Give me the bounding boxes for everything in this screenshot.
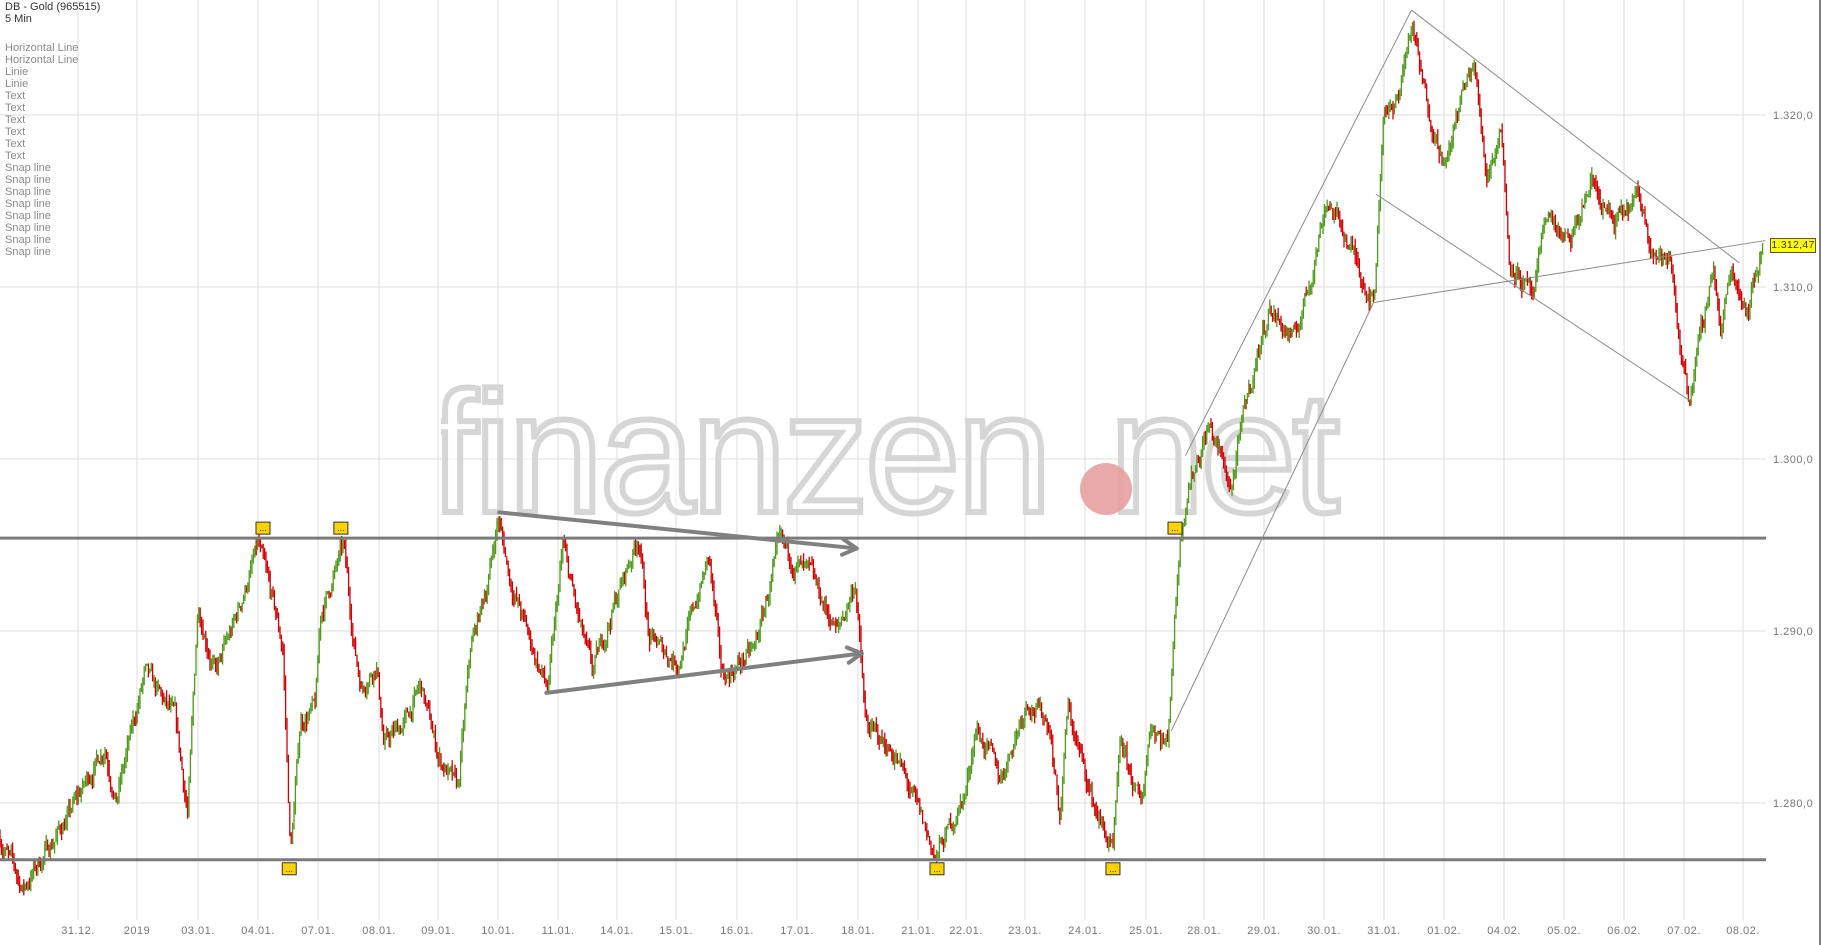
last-price-badge: 1.312,47	[1770, 238, 1816, 253]
x-tick-label: 07.01.	[301, 925, 335, 937]
x-tick-label: 06.02.	[1607, 925, 1641, 937]
x-tick-label: 18.01.	[841, 925, 875, 937]
finanzen-net-logo-image	[441, 372, 1341, 552]
arrow-head-icon	[844, 645, 864, 665]
drawing-list-item[interactable]: Snap line	[5, 162, 51, 174]
drawing-list-item[interactable]: Text	[5, 150, 26, 162]
x-tick-label: 14.01.	[600, 925, 634, 937]
instrument-title: DB - Gold (965515)	[5, 1, 101, 13]
x-tick-label: 03.01.	[181, 925, 215, 937]
x-tick-label: 31.12.	[61, 925, 95, 937]
text-marker[interactable]: ...	[281, 862, 297, 876]
y-tick-label: 1.320,0	[1773, 110, 1813, 122]
drawing-list: Horizontal Line Horizontal Line Linie Linie…	[5, 42, 100, 258]
drawing-list-item[interactable]: Text	[5, 114, 26, 126]
drawing-list-item[interactable]: Linie	[5, 78, 29, 90]
text-marker[interactable]: ...	[333, 521, 349, 535]
drawing-list-item[interactable]: Snap line	[5, 210, 51, 222]
drawing-list-item[interactable]: Snap line	[5, 246, 51, 258]
x-tick-label: 09.01.	[421, 925, 455, 937]
x-tick-label: 01.02.	[1427, 925, 1461, 937]
drawing-list-item[interactable]: Horizontal Line	[5, 54, 79, 66]
text-marker-label: ...	[1109, 864, 1117, 874]
x-tick-label: 05.02.	[1547, 925, 1581, 937]
y-tick-label: 1.280,0	[1773, 798, 1813, 810]
x-tick-label: 23.01.	[1008, 925, 1042, 937]
trend-line[interactable]	[1170, 302, 1375, 731]
text-marker-box[interactable]	[929, 862, 945, 876]
arrow-head-icon	[839, 537, 859, 557]
x-tick-label: 08.01.	[362, 925, 396, 937]
chart-legend: DB - Gold (965515) 5 Min Horizontal Line…	[5, 1, 100, 258]
x-tick-label: 29.01.	[1247, 925, 1281, 937]
drawing-list-item[interactable]: Horizontal Line	[5, 42, 79, 54]
x-tick-label: 31.01.	[1367, 925, 1401, 937]
y-tick-label: 1.310,0	[1773, 282, 1813, 294]
x-tick-label: 2019	[124, 925, 150, 937]
text-marker-box[interactable]	[281, 862, 297, 876]
date-axis: 31.12. 2019 03.01. 04.01. 07.01. 08.01. 09.01.…	[61, 925, 1760, 937]
y-tick-label: 1.300,0	[1773, 454, 1813, 466]
x-tick-label: 04.02.	[1487, 925, 1521, 937]
text-marker-box[interactable]	[333, 521, 349, 535]
trend-line[interactable]	[1373, 240, 1766, 303]
x-tick-label: 11.01.	[542, 925, 575, 937]
drawing-list-item[interactable]: Snap line	[5, 174, 51, 186]
x-tick-label: 30.01.	[1307, 925, 1341, 937]
text-marker[interactable]: ...	[929, 862, 945, 876]
text-marker-box[interactable]	[1167, 521, 1183, 535]
x-tick-label: 24.01.	[1068, 925, 1102, 937]
drawing-list-item[interactable]: Linie	[5, 66, 29, 78]
drawing-list-item[interactable]: Snap line	[5, 198, 51, 210]
x-tick-label: 16.01.	[720, 925, 754, 937]
text-marker-label: ...	[259, 523, 267, 533]
x-tick-label: 25.01.	[1129, 925, 1163, 937]
drawing-list-item[interactable]: Text	[5, 126, 26, 138]
trend-line[interactable]	[1411, 9, 1740, 264]
drawing-list-item[interactable]: Snap line	[5, 234, 51, 246]
finanzen-net-watermark-logo	[441, 372, 1341, 552]
text-marker-box[interactable]	[1105, 862, 1121, 876]
text-marker-label: ...	[1171, 523, 1179, 533]
trend-line[interactable]	[1375, 193, 1691, 401]
y-tick-label: 1.290,0	[1773, 626, 1813, 638]
drawing-list-item[interactable]: Text	[5, 90, 26, 102]
text-marker-label: ...	[933, 864, 941, 874]
text-marker-box[interactable]	[255, 521, 271, 535]
drawing-list-item[interactable]: Snap line	[5, 222, 51, 234]
candles	[0, 20, 1764, 896]
x-tick-label: 21.01.	[901, 925, 935, 937]
text-marker-label: ...	[285, 864, 293, 874]
price-axis: 1.320,0 1.310,0 1.300,0 1.290,0 1.280,0	[1773, 110, 1813, 810]
x-tick-label: 28.01.	[1187, 925, 1221, 937]
x-tick-label: 08.02.	[1726, 925, 1760, 937]
text-marker[interactable]: ...	[255, 521, 271, 535]
arrow-line[interactable]	[544, 651, 864, 695]
drawing-list-item[interactable]: Text	[5, 102, 26, 114]
text-marker-label: ...	[337, 523, 345, 533]
x-tick-label: 22.01.	[949, 925, 983, 937]
trend-line[interactable]	[1185, 9, 1412, 456]
x-tick-label: 17.01.	[780, 925, 814, 937]
x-tick-label: 15.01.	[659, 925, 693, 937]
drawing-list-item[interactable]: Text	[5, 138, 26, 150]
arrow-line[interactable]	[497, 510, 859, 551]
drawing-list-item[interactable]: Snap line	[5, 186, 51, 198]
x-tick-label: 10.01.	[481, 925, 515, 937]
x-tick-label: 07.02.	[1667, 925, 1701, 937]
text-marker[interactable]: ...	[1105, 862, 1121, 876]
text-marker[interactable]: ...	[1167, 521, 1183, 535]
drawings[interactable]: ..................	[0, 9, 1766, 876]
x-tick-label: 04.01.	[241, 925, 275, 937]
interval-label: 5 Min	[5, 13, 32, 25]
